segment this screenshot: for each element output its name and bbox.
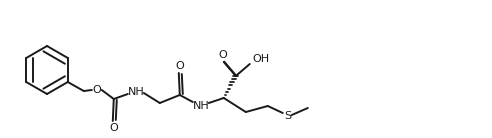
Text: NH: NH <box>127 87 144 97</box>
Text: O: O <box>176 61 184 71</box>
Text: NH: NH <box>192 101 209 111</box>
Text: O: O <box>109 123 118 133</box>
Text: O: O <box>92 85 101 95</box>
Text: S: S <box>284 111 291 121</box>
Text: OH: OH <box>252 54 269 64</box>
Text: O: O <box>218 50 227 60</box>
